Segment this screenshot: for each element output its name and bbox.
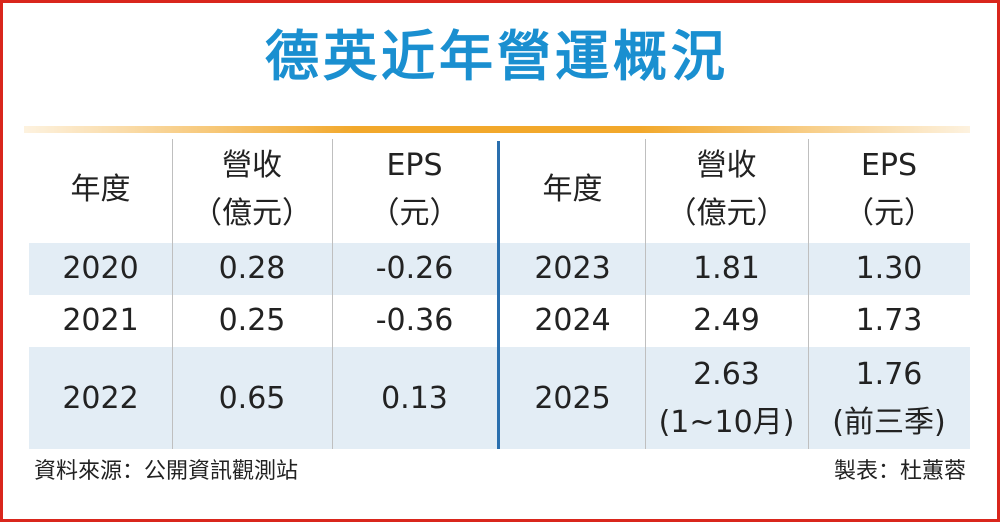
- column-divider: [645, 139, 646, 449]
- header-eps-left-line1: EPS: [386, 148, 443, 183]
- table-cell-eps: -0.26: [375, 251, 454, 286]
- table-cell-eps-note: (前三季): [832, 405, 946, 440]
- table-center-divider: [497, 141, 500, 449]
- table-cell-year: 2023: [534, 251, 611, 286]
- header-revenue-left-line2: （億元）: [192, 196, 312, 231]
- table-cell-eps: -0.36: [375, 303, 454, 338]
- header-revenue-right-line2: （億元）: [666, 196, 787, 231]
- header-year-right: 年度: [542, 172, 603, 207]
- column-divider: [332, 139, 333, 449]
- table-cell-revenue: 1.81: [693, 251, 760, 286]
- header-year-left: 年度: [70, 172, 131, 207]
- header-eps-right-line1: EPS: [860, 148, 918, 183]
- header-revenue-right-line1: 營收: [696, 148, 757, 183]
- table-cell-year: 2021: [62, 303, 139, 338]
- author-note: 製表：杜蕙蓉: [833, 459, 966, 484]
- page-title: 德英近年營運概況: [265, 25, 729, 88]
- table-cell-year: 2022: [62, 381, 139, 416]
- table-cell-revenue: 2.49: [693, 303, 760, 338]
- table-cell-revenue: 0.65: [218, 381, 286, 416]
- table-cell-year: 2025: [534, 381, 611, 416]
- column-divider: [808, 139, 809, 449]
- table-cell-revenue: 0.28: [218, 251, 286, 286]
- column-divider: [172, 139, 173, 449]
- source-note: 資料來源：公開資訊觀測站: [34, 459, 299, 484]
- table-cell-eps: 1.73: [855, 303, 923, 338]
- header-eps-left-line2: （元）: [369, 196, 460, 231]
- table-cell-year: 2020: [62, 251, 139, 286]
- table-cell-revenue: 0.25: [218, 303, 286, 338]
- table-cell-year: 2024: [534, 303, 611, 338]
- table-cell-eps: 1.30: [855, 251, 923, 286]
- table-cell-revenue: 2.63: [693, 357, 760, 392]
- table-cell-eps: 1.76: [855, 357, 923, 392]
- table-cell-revenue-note: (1~10月): [658, 405, 795, 440]
- table-cell-eps: 0.13: [381, 381, 448, 416]
- header-eps-right-line2: （元）: [844, 196, 934, 231]
- header-revenue-left-line1: 營收: [222, 148, 282, 183]
- title-underline: [24, 126, 970, 133]
